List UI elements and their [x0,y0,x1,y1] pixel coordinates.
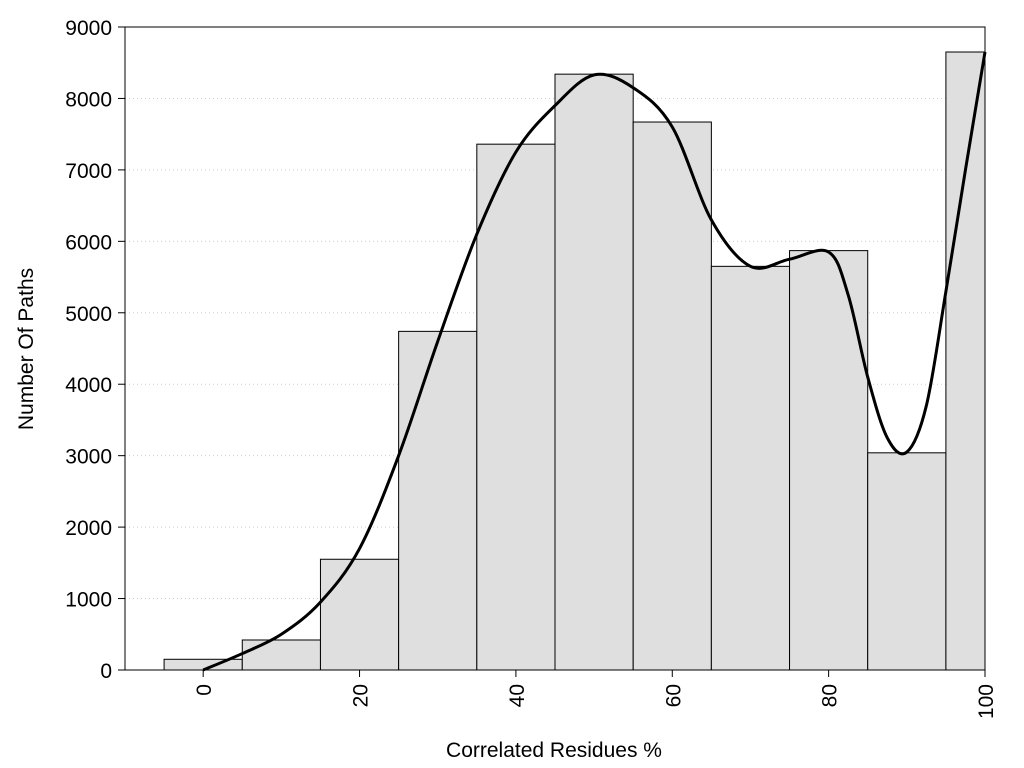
y-tick-label: 2000 [65,517,112,540]
histogram-bar [241,639,321,671]
histogram-bar [632,121,712,671]
histogram-bar [789,250,869,671]
plot-frame [124,26,986,671]
histogram-bar [476,143,556,671]
histogram-bar [398,330,478,671]
x-axis-ticks: 0 20 40 60 80 100 [193,670,998,719]
y-axis-ticks: 0 1000 2000 3000 4000 5000 6000 7000 8000 9000 [65,17,125,683]
x-tick-label: 60 [662,684,685,707]
density-curve-line [202,51,987,672]
x-tick-label: 80 [819,684,842,707]
density-curve [202,51,987,672]
histogram-bar [710,265,791,671]
x-tick-label: 20 [350,684,373,707]
y-tick-label: 5000 [65,303,112,326]
histogram-bar [945,51,986,671]
histogram-bars [163,51,986,671]
y-tick-label: 7000 [65,160,112,183]
histogram-bar [867,452,947,671]
y-tick-label: 9000 [65,17,112,40]
x-tick-label: 0 [193,684,216,696]
y-axis-label: Number Of Paths [15,268,38,430]
y-tick-label: 3000 [65,446,112,469]
y-tick-label: 1000 [65,589,112,612]
histogram-bar [554,73,634,671]
y-tick-label: 4000 [65,374,112,397]
x-axis-label: Correlated Residues % [446,739,662,762]
y-tick-label: 8000 [65,88,112,111]
x-tick-label: 100 [975,684,998,719]
histogram-bar [319,558,400,671]
x-tick-label: 40 [506,684,529,707]
y-tick-label: 6000 [65,231,112,254]
y-tick-label: 0 [100,660,112,683]
